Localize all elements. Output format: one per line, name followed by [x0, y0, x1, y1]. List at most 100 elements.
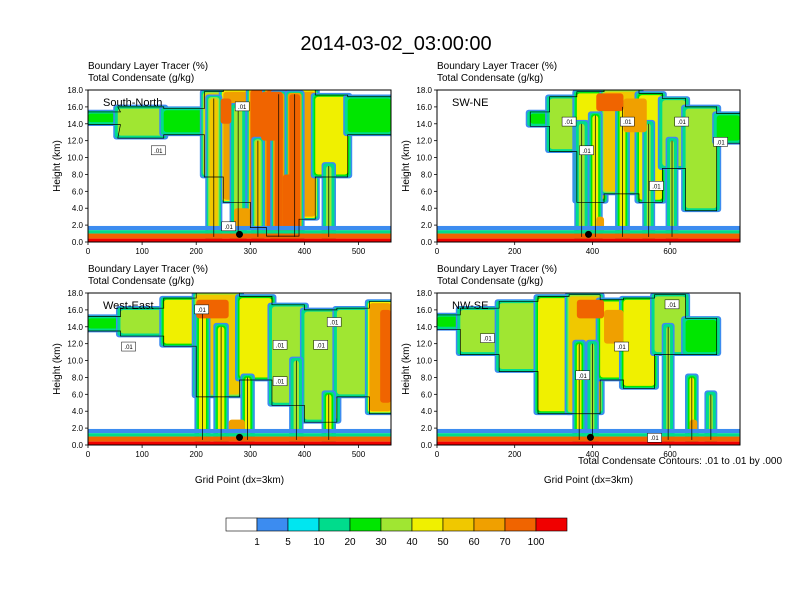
svg-text:.01: .01: [330, 321, 339, 327]
panel-label: South-North: [103, 97, 162, 109]
x-tick-label: 500: [352, 247, 366, 256]
anvil-cell: [88, 113, 121, 123]
colorbar-swatch: [380, 517, 413, 532]
svg-text:.01: .01: [652, 184, 661, 190]
y-tick-label: 6.0: [72, 390, 84, 399]
bl-strip-upper: [88, 428, 391, 434]
y-tick-label: 16.0: [416, 103, 432, 112]
x-tick-label: 300: [244, 247, 258, 256]
x-axis-label: Grid Point (dx=3km): [544, 475, 633, 486]
x-tick-label: 100: [135, 247, 149, 256]
anvil-cell: [239, 298, 272, 378]
condensate-contour: [88, 90, 391, 237]
anvil-cell: [336, 309, 370, 395]
panel-label: NW-SE: [452, 300, 488, 312]
y-tick-label: 18.0: [416, 289, 432, 298]
location-marker: [586, 433, 594, 441]
colorbar-swatch: [411, 517, 444, 532]
y-tick-label: 4.0: [421, 204, 433, 213]
svg-text:.01: .01: [483, 337, 492, 343]
svg-text:.01: .01: [276, 343, 285, 349]
y-tick-label: 12.0: [67, 340, 83, 349]
contour-label: .01: [326, 317, 342, 327]
anvil-cell: [460, 309, 500, 353]
colorbar-swatch: [349, 517, 382, 532]
core-cell: [596, 93, 624, 112]
anvil-cell: [685, 108, 717, 209]
y-tick-label: 14.0: [416, 323, 432, 332]
colorbar-label: 70: [499, 537, 511, 548]
colorbar-swatch: [287, 517, 320, 532]
y-axis-label: Height (km): [401, 140, 412, 192]
plot-frame: [87, 292, 392, 446]
anvil-cell: [120, 309, 164, 334]
svg-text:.01: .01: [623, 120, 632, 126]
contour-label: .01: [575, 370, 590, 381]
location-marker: [585, 230, 592, 238]
x-tick-label: 400: [298, 247, 312, 256]
y-tick-label: 14.0: [416, 120, 432, 129]
contour-label: .01: [272, 376, 288, 386]
svg-text:.01: .01: [238, 105, 247, 111]
contour-label: .01: [272, 340, 288, 350]
y-tick-label: 4.0: [72, 407, 84, 416]
panel-header-condensate: Total Condensate (g/kg): [88, 73, 194, 84]
y-tick-label: 14.0: [67, 120, 83, 129]
core-cell: [604, 309, 624, 344]
anvil-cell: [685, 320, 717, 353]
contour-label: .01: [674, 116, 689, 127]
y-tick-label: 16.0: [416, 306, 432, 315]
colorbar-label: 100: [528, 537, 545, 548]
y-tick-label: 10.0: [416, 154, 432, 163]
panel-4: Boundary Layer Tracer (%)Total Condensat…: [401, 264, 741, 486]
svg-text:.01: .01: [668, 303, 677, 309]
anvil-cell: [623, 299, 655, 386]
panel-header-tracer: Boundary Layer Tracer (%): [88, 61, 208, 72]
bl-strip-surface: [88, 238, 391, 242]
y-tick-label: 10.0: [67, 154, 83, 163]
core-cell: [282, 174, 300, 234]
panel-3: Boundary Layer Tracer (%)Total Condensat…: [52, 264, 392, 486]
panel-label: SW-NE: [452, 97, 488, 109]
anvil-cell: [538, 298, 570, 412]
y-tick-label: 16.0: [67, 306, 83, 315]
plot-frame: [436, 292, 741, 446]
panel-label: West-East: [103, 300, 154, 312]
core-cell: [380, 309, 391, 403]
contour-label: .01: [614, 341, 629, 352]
svg-text:.01: .01: [565, 120, 574, 126]
location-marker: [236, 230, 243, 238]
colorbar-label: 20: [344, 537, 356, 548]
location-marker: [236, 433, 243, 441]
contour-label: .01: [647, 432, 662, 443]
x-tick-label: 200: [190, 450, 204, 459]
colorbar-swatch: [318, 517, 351, 532]
y-tick-label: 2.0: [421, 221, 433, 230]
panel-header-tracer: Boundary Layer Tracer (%): [88, 264, 208, 275]
y-tick-label: 14.0: [67, 323, 83, 332]
y-tick-label: 6.0: [421, 390, 433, 399]
colorbar-swatch: [504, 517, 537, 532]
core-cell: [261, 91, 283, 141]
colorbar-label: 40: [406, 537, 418, 548]
y-tick-label: 4.0: [72, 204, 84, 213]
y-tick-label: 0.0: [72, 238, 84, 247]
anvil-cell: [88, 318, 121, 329]
bl-strip-surface: [437, 441, 740, 445]
svg-text:.01: .01: [617, 345, 626, 351]
contour-label: .01: [221, 221, 236, 232]
y-tick-label: 12.0: [67, 137, 83, 146]
colorbar-label: 60: [468, 537, 480, 548]
bl-strip-surface: [437, 238, 740, 242]
condensate-contour: [88, 293, 391, 423]
contour-label: .01: [664, 299, 680, 310]
contour-label: .01: [480, 333, 495, 343]
anvil-cell: [163, 110, 205, 133]
svg-text:.01: .01: [154, 149, 163, 155]
y-tick-label: 0.0: [421, 238, 433, 247]
colorbar-swatch: [473, 517, 506, 532]
contour-label: .01: [194, 304, 209, 315]
y-tick-label: 4.0: [421, 407, 433, 416]
anvil-cell: [437, 316, 461, 327]
svg-text:.01: .01: [197, 308, 206, 314]
